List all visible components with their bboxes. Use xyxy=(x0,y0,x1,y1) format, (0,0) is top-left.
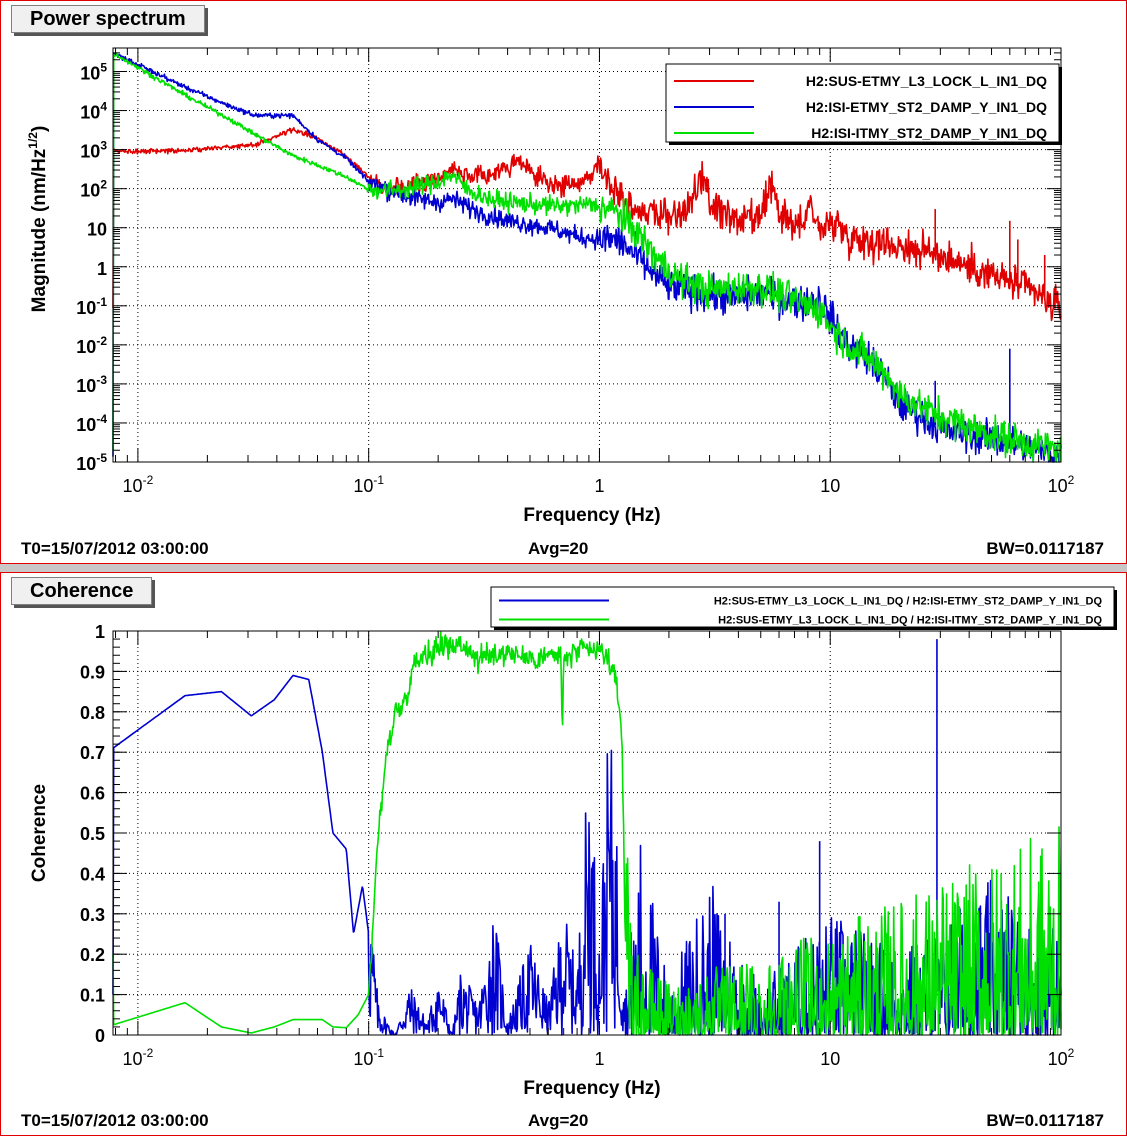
power-y-tick-label: 10 xyxy=(87,220,107,240)
power-y-axis-label-sup: 1/2 xyxy=(26,132,40,149)
power-y-tick-label: 10-4 xyxy=(76,412,107,435)
power-series-line-1 xyxy=(112,127,1062,322)
power-y-axis-label-close: ) xyxy=(29,126,50,132)
power-x-tick-label: 10-2 xyxy=(123,473,154,496)
coherence-y-axis-label: Coherence xyxy=(29,784,50,882)
coherence-footer-bw: BW=0.0117187 xyxy=(986,1111,1104,1130)
power-y-tick-label: 10-1 xyxy=(76,295,107,318)
coherence-footer-t0: T0=15/07/2012 03:00:00 xyxy=(21,1111,209,1130)
coherence-legend-label: H2:SUS-ETMY_L3_LOCK_L_IN1_DQ / H2:ISI-ET… xyxy=(714,595,1103,607)
coherence-y-tick-label: 0 xyxy=(95,1026,105,1046)
power-x-tick-label: 10 xyxy=(820,476,840,496)
coherence-legend-label: H2:SUS-ETMY_L3_LOCK_L_IN1_DQ / H2:ISI-IT… xyxy=(718,614,1102,626)
coherence-y-tick-label: 0.6 xyxy=(80,784,105,804)
power-y-tick-label: 105 xyxy=(80,61,107,84)
coherence-y-tick-label: 0.5 xyxy=(80,824,105,844)
power-x-tick-label: 1 xyxy=(594,476,604,496)
power-spectrum-chart: 10-2 10-1 1 10 102 10-5 10-4 10-3 10-2 10-1 1 10 102… xyxy=(26,47,1075,526)
power-series-line-3 xyxy=(112,51,1062,463)
coherence-y-tick-label: 0.1 xyxy=(80,986,105,1006)
power-y-tick-label: 10-5 xyxy=(76,451,107,474)
coherence-x-tick-label: 102 xyxy=(1048,1046,1075,1069)
coherence-y-tick-label: 0.8 xyxy=(80,703,105,723)
coherence-y-tick-label: 0.7 xyxy=(80,743,105,763)
power-y-tick-label: 102 xyxy=(80,178,107,201)
coherence-chart: 10-2 10-1 1 10 102 0 0.1 0.2 0.3 0.4 0.5 0.6 0.7 0.8 0… xyxy=(29,586,1117,1099)
power-legend-label: H2:ISI-ETMY_ST2_DAMP_Y_IN1_DQ xyxy=(806,99,1047,115)
coherence-y-tick-label: 0.4 xyxy=(80,864,105,884)
coherence-legend: H2:SUS-ETMY_L3_LOCK_L_IN1_DQ / H2:ISI-ET… xyxy=(490,586,1117,630)
power-spectrum-title: Power spectrum xyxy=(11,5,205,33)
coherence-x-tick-label: 10-1 xyxy=(353,1046,384,1069)
coherence-series-line-2 xyxy=(112,630,1062,1036)
coherence-axis-ticks: 10-2 10-1 1 10 102 0 0.1 0.2 0.3 0.4 0.5 0.6 0.7 0.8 0… xyxy=(80,622,1075,1069)
power-footer-avg: Avg=20 xyxy=(528,539,589,558)
power-series xyxy=(112,51,1062,463)
coherence-y-tick-label: 1 xyxy=(95,622,105,642)
pad-separator xyxy=(0,564,1127,572)
coherence-y-tick-label: 0.3 xyxy=(80,905,105,925)
power-legend: H2:SUS-ETMY_L3_LOCK_L_IN1_DQ H2:ISI-ETMY_… xyxy=(665,63,1062,145)
power-spectrum-panel: Power spectrum 10-2 10-1 1 10 102 10-5 10-4 10-… xyxy=(0,0,1127,564)
power-y-tick-label: 104 xyxy=(80,100,107,123)
coherence-x-tick-label: 10 xyxy=(820,1049,840,1069)
coherence-y-tick-label: 0.9 xyxy=(80,662,105,682)
power-y-tick-label: 10-2 xyxy=(76,334,107,357)
coherence-x-axis-label: Frequency (Hz) xyxy=(523,1078,660,1099)
power-y-tick-label: 10-3 xyxy=(76,373,107,396)
coherence-y-tick-label: 0.2 xyxy=(80,945,105,965)
power-footer-bw: BW=0.0117187 xyxy=(986,539,1104,558)
power-legend-box xyxy=(665,63,1060,143)
coherence-series xyxy=(112,630,1062,1036)
power-legend-label: H2:SUS-ETMY_L3_LOCK_L_IN1_DQ xyxy=(806,73,1047,89)
power-series-line-2 xyxy=(112,52,1062,463)
power-x-tick-label: 10-1 xyxy=(353,473,384,496)
power-legend-label: H2:ISI-ITMY_ST2_DAMP_Y_IN1_DQ xyxy=(811,125,1047,141)
coherence-panel: Coherence 10-2 10-1 1 10 102 0 0.1 0.2 0.3 0.4 0.5… xyxy=(0,572,1127,1136)
coherence-footer-avg: Avg=20 xyxy=(528,1111,589,1130)
power-y-tick-label: 1 xyxy=(97,259,107,279)
power-y-axis-label-main: Magnitude (nm/Hz xyxy=(29,149,50,313)
coherence-x-tick-label: 1 xyxy=(594,1049,604,1069)
power-y-tick-label: 103 xyxy=(80,139,107,162)
power-y-axis-label: Magnitude (nm/Hz1/2) xyxy=(26,126,50,313)
coherence-x-tick-label: 10-2 xyxy=(123,1046,154,1069)
power-x-axis-label: Frequency (Hz) xyxy=(523,505,660,526)
power-axis-ticks: 10-2 10-1 1 10 102 10-5 10-4 10-3 10-2 10-1 1 10 102… xyxy=(76,47,1075,496)
coherence-title: Coherence xyxy=(11,577,153,605)
power-footer-t0: T0=15/07/2012 03:00:00 xyxy=(21,539,209,558)
power-x-tick-label: 102 xyxy=(1048,473,1075,496)
